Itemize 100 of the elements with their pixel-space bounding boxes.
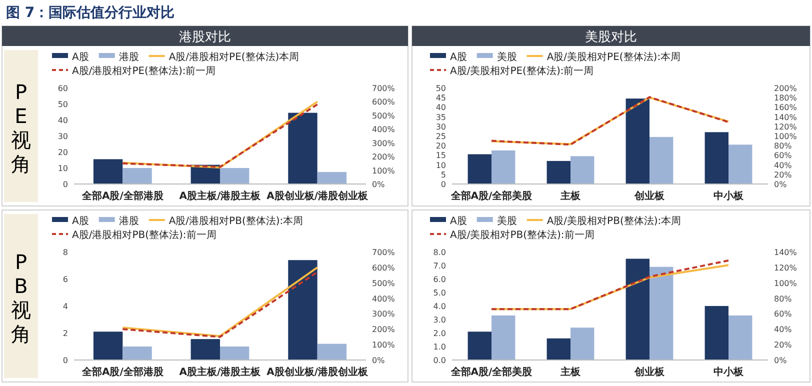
- bar: [468, 332, 492, 360]
- y-tick-label: 50: [58, 100, 68, 109]
- y-tick-label: 6.0: [433, 275, 446, 284]
- y2-tick-label: 300%: [372, 310, 396, 319]
- y-tick-label: 60: [58, 84, 68, 93]
- y2-tick-label: 60%: [774, 151, 792, 160]
- x-tick-label: 主板: [560, 190, 582, 202]
- y-tick-label: 7.0: [433, 262, 446, 270]
- y-axis-title: PB视角: [11, 250, 31, 346]
- y-tick-label: 10: [436, 160, 446, 170]
- legend-label: A股: [72, 216, 89, 227]
- x-tick-label: 中小板: [714, 190, 744, 202]
- legend-label: A股: [450, 52, 467, 63]
- y-axis-title: PE视角: [11, 80, 31, 176]
- y2-tick-label: 700%: [372, 248, 396, 257]
- y-tick-label: 8: [62, 248, 68, 257]
- x-tick-label: 全部A股/全部美股: [450, 190, 534, 202]
- y2-tick-label: 500%: [372, 111, 396, 120]
- bar: [728, 144, 752, 184]
- legend-label: A股: [450, 216, 467, 227]
- y-tick-label: 15: [436, 151, 446, 160]
- legend-label: A股/港股相对PB(整体法):本周: [168, 215, 304, 227]
- legend-label: A股: [72, 52, 89, 63]
- legend-label: A股/港股相对PB(整体法):前一周: [72, 229, 216, 241]
- y-tick-label: 25: [436, 132, 446, 141]
- y-tick-label: 8.0: [433, 248, 446, 257]
- y2-tick-label: 40%: [774, 325, 792, 334]
- x-tick-label: 中小板: [714, 366, 744, 378]
- y-tick-label: 0: [62, 180, 68, 189]
- y-tick-label: 5.0: [433, 288, 446, 298]
- bar: [626, 258, 650, 360]
- x-tick-label: A股创业板/港股创业板: [266, 190, 370, 202]
- y2-tick-label: 120%: [774, 263, 798, 272]
- bar: [650, 136, 674, 184]
- x-tick-label: 主板: [560, 366, 582, 378]
- y2-tick-label: 80%: [774, 294, 792, 304]
- y-tick-label: 2.0: [433, 329, 446, 338]
- bar: [288, 112, 318, 184]
- x-tick-label: 全部A股/全部港股: [80, 190, 164, 202]
- y-tick-label: 0: [440, 180, 446, 189]
- x-tick-label: A股创业板/港股创业板: [266, 366, 370, 378]
- bar: [570, 156, 594, 184]
- x-tick-label: 全部A股/全部港股: [80, 366, 164, 378]
- y2-tick-label: 400%: [372, 294, 396, 304]
- y2-tick-label: 600%: [372, 263, 396, 272]
- y2-tick-label: 600%: [372, 98, 396, 107]
- legend-label: 美股: [496, 51, 517, 63]
- bar: [220, 346, 250, 360]
- bar: [468, 154, 492, 184]
- legend-label: A股/美股相对PE(整体法):本周: [546, 51, 681, 63]
- y2-tick-label: 140%: [774, 248, 798, 257]
- chart-subtitle: 美股对比: [585, 29, 637, 45]
- legend-label: 美股: [496, 215, 517, 227]
- bar: [626, 98, 650, 184]
- y2-tick-label: 80%: [774, 142, 792, 151]
- bar: [650, 266, 674, 360]
- y-tick-label: 30: [58, 132, 68, 141]
- y2-tick-label: 140%: [774, 112, 798, 122]
- y2-tick-label: 700%: [372, 84, 396, 93]
- bar: [317, 172, 347, 184]
- y2-tick-label: 200%: [372, 152, 396, 162]
- y-tick-label: 20: [58, 148, 68, 157]
- y-tick-label: 5: [440, 170, 446, 180]
- y2-tick-label: 120%: [774, 122, 798, 132]
- y2-tick-label: 400%: [372, 125, 396, 134]
- y2-tick-label: 500%: [372, 278, 396, 288]
- bar: [317, 344, 347, 360]
- bar: [704, 306, 728, 360]
- x-tick-label: 全部A股/全部美股: [450, 366, 534, 378]
- bar: [220, 168, 250, 184]
- bar: [122, 168, 152, 184]
- x-tick-label: A股主板/港股主板: [179, 190, 262, 202]
- y-tick-label: 3.0: [433, 316, 446, 324]
- legend-label: A股/美股相对PB(整体法):前一周: [450, 229, 594, 241]
- legend-label: 港股: [118, 51, 139, 63]
- legend-label: A股/港股相对PE(整体法):前一周: [72, 65, 216, 77]
- x-tick-label: A股主板/港股主板: [179, 366, 262, 378]
- y-tick-label: 30: [436, 122, 446, 132]
- y-tick-label: 20: [436, 142, 446, 151]
- y2-tick-label: 300%: [372, 138, 396, 148]
- bar: [122, 346, 152, 360]
- y2-tick-label: 0%: [372, 356, 386, 365]
- bar: [728, 315, 752, 360]
- y2-tick-label: 20%: [774, 170, 792, 180]
- legend-label: A股/美股相对PB(整体法):本周: [546, 215, 682, 227]
- bar: [288, 260, 318, 360]
- y-tick-label: 10: [58, 164, 68, 173]
- x-tick-label: 创业板: [634, 366, 666, 378]
- y-tick-label: 2: [62, 329, 68, 338]
- y2-tick-label: 200%: [774, 84, 798, 93]
- bar: [546, 160, 570, 184]
- legend-label: A股/港股相对PE(整体法)本周: [168, 51, 300, 63]
- legend-label: 港股: [118, 215, 139, 227]
- y-tick-label: 35: [436, 112, 446, 122]
- y2-tick-label: 100%: [774, 132, 798, 141]
- y2-tick-label: 200%: [372, 325, 396, 334]
- y2-tick-label: 100%: [774, 278, 798, 288]
- bar: [190, 339, 220, 360]
- chart-title: 图 7：国际估值分行业对比: [6, 5, 175, 21]
- bar: [93, 159, 123, 184]
